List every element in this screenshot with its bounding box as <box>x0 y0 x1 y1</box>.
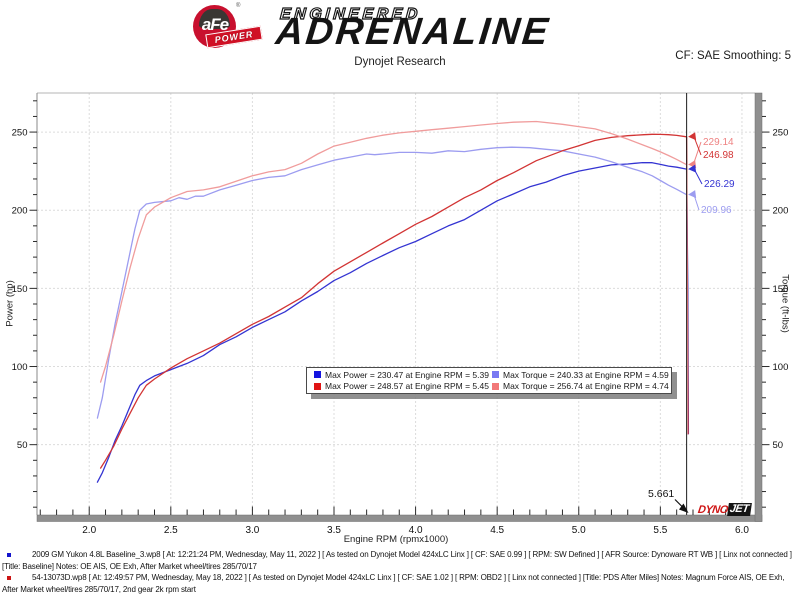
afe-aperture-icon <box>199 9 230 29</box>
legend-label: Max Power = 230.47 at Engine RPM = 5.39 <box>325 369 489 380</box>
x-tick-label: 2.5 <box>164 525 178 536</box>
end-label-arrow-icon <box>688 132 697 141</box>
end-value-torque_baseline: 209.96 <box>701 205 732 216</box>
afe-logo-text: aFe <box>201 15 229 34</box>
legend-box: Max Power = 230.47 at Engine RPM = 5.39 M… <box>306 367 672 394</box>
dynojet-watermark: DYNO JET <box>697 503 753 516</box>
power-axis-title: Power (hp) <box>4 280 16 327</box>
curve-power_baseline <box>96 161 690 483</box>
legend-item: Max Power = 248.57 at Engine RPM = 5.45 <box>314 381 492 391</box>
curve-torque_after <box>99 120 689 435</box>
run-info-footer: 2009 GM Yukon 4.8L Baseline_3.wp8 [ At: … <box>0 549 794 595</box>
dynojet-watermark-dyno: DYNO <box>697 503 729 516</box>
x-tick-label: 3.5 <box>327 525 341 536</box>
curve-torque_baseline <box>96 146 689 435</box>
cursor-value-label: 5.661 <box>648 488 675 500</box>
run-info-line: 2009 GM Yukon 4.8L Baseline_3.wp8 [ At: … <box>2 550 792 571</box>
end-value-power_after: 246.98 <box>703 150 734 161</box>
legend-label: Max Power = 248.57 at Engine RPM = 5.45 <box>325 381 489 392</box>
end-value-power_baseline: 226.29 <box>704 179 735 190</box>
y-axis-band <box>754 92 763 522</box>
legend-item: Max Torque = 256.74 at Engine RPM = 4.74 <box>492 381 671 391</box>
end-value-torque_after: 229.14 <box>703 137 734 148</box>
end-label-arrow-icon <box>688 164 697 173</box>
y-tick-label-left: 100 <box>12 362 28 373</box>
legend-label: Max Torque = 240.33 at Engine RPM = 4.59 <box>503 369 669 380</box>
x-tick-label: 6.0 <box>735 525 749 536</box>
end-label-arrow-icon <box>688 190 697 199</box>
legend-item: Max Power = 230.47 at Engine RPM = 5.39 <box>314 370 492 380</box>
rpm-axis-title: Engine RPM (rpmx1000) <box>343 534 449 545</box>
x-axis-band <box>36 514 763 522</box>
x-tick-label: 4.0 <box>409 525 423 536</box>
cursor-annotation-arrow-icon <box>679 503 689 513</box>
y-tick-label-right: 150 <box>773 284 789 295</box>
x-tick-label: 4.5 <box>490 525 504 536</box>
x-tick-label: 5.5 <box>653 525 667 536</box>
x-tick-label: 5.0 <box>572 525 586 536</box>
smoothing-label: CF: SAE Smoothing: 5 <box>675 50 791 62</box>
y-tick-label-left: 200 <box>12 206 28 217</box>
legend-swatch-icon <box>492 371 499 379</box>
y-tick-label-right: 100 <box>773 362 789 373</box>
run-bullet-icon <box>7 575 11 580</box>
torque-axis-title: Torque (ft-lbs) <box>779 274 791 333</box>
y-tick-label-right: 250 <box>773 128 789 139</box>
dynojet-research-subtitle: Dynojet Research <box>354 56 446 68</box>
x-tick-label: 3.0 <box>245 525 259 536</box>
legend-swatch-icon <box>314 382 321 390</box>
x-tick-label: 2.0 <box>82 525 96 536</box>
legend-label: Max Torque = 256.74 at Engine RPM = 4.74 <box>503 381 669 392</box>
dynojet-watermark-jet: JET <box>726 503 753 516</box>
registered-mark: ® <box>236 3 241 9</box>
y-tick-label-left: 250 <box>12 128 28 139</box>
y-tick-label-right: 200 <box>773 206 789 217</box>
legend-item: Max Torque = 240.33 at Engine RPM = 4.59 <box>492 370 671 380</box>
curve-power_after <box>99 133 689 469</box>
y-tick-label-left: 150 <box>12 284 28 295</box>
y-tick-label-right: 50 <box>773 440 784 451</box>
end-label-leader <box>693 141 702 164</box>
legend-swatch-icon <box>492 382 499 390</box>
y-tick-label-left: 50 <box>17 440 28 451</box>
legend-swatch-icon <box>314 371 321 379</box>
run-bullet-icon <box>7 552 11 557</box>
run-info-line: 54-13073D.wp8 [ At: 12:49:57 PM, Wednesd… <box>2 573 785 594</box>
